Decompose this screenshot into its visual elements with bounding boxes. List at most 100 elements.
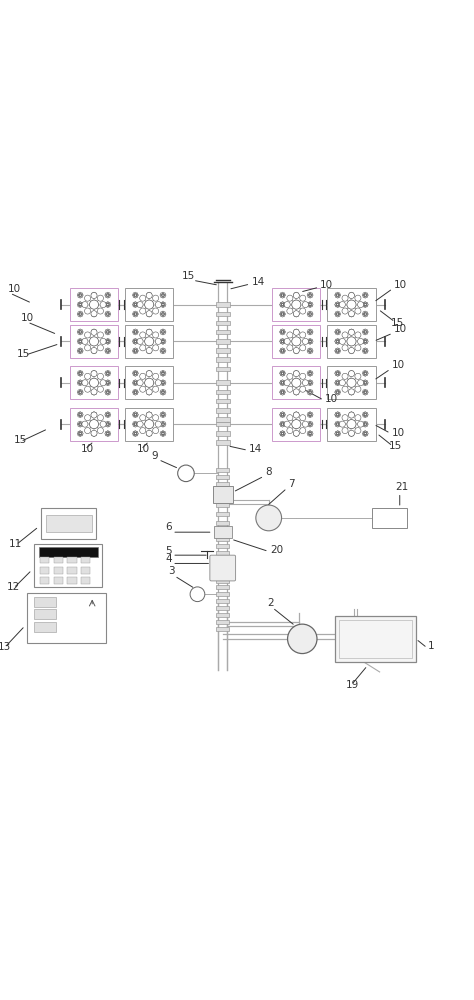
Circle shape — [135, 416, 136, 418]
Circle shape — [81, 312, 82, 313]
Circle shape — [81, 371, 82, 372]
Circle shape — [135, 333, 136, 335]
Circle shape — [78, 390, 79, 391]
Circle shape — [109, 384, 110, 385]
Circle shape — [162, 394, 164, 395]
Circle shape — [294, 352, 295, 353]
Circle shape — [164, 315, 165, 316]
Circle shape — [353, 341, 355, 342]
Circle shape — [297, 425, 299, 426]
Circle shape — [311, 433, 313, 434]
Circle shape — [308, 312, 309, 313]
Circle shape — [164, 431, 165, 433]
Circle shape — [164, 391, 166, 393]
Circle shape — [109, 342, 110, 344]
Circle shape — [337, 294, 339, 296]
Circle shape — [109, 304, 111, 305]
Circle shape — [135, 421, 136, 423]
Text: 21: 21 — [395, 482, 409, 492]
Bar — [336, 616, 416, 662]
Circle shape — [137, 433, 138, 434]
Circle shape — [337, 372, 339, 374]
Circle shape — [363, 342, 365, 344]
Circle shape — [294, 333, 295, 334]
Circle shape — [93, 294, 95, 296]
Circle shape — [95, 384, 96, 385]
Circle shape — [353, 350, 355, 352]
Circle shape — [146, 304, 148, 305]
Circle shape — [95, 350, 97, 352]
Circle shape — [293, 423, 295, 425]
Circle shape — [348, 423, 350, 425]
Circle shape — [81, 293, 82, 294]
Circle shape — [80, 302, 81, 303]
Circle shape — [339, 421, 346, 427]
Circle shape — [280, 412, 282, 414]
Circle shape — [367, 423, 368, 425]
Circle shape — [161, 412, 162, 414]
Circle shape — [362, 331, 364, 333]
Circle shape — [153, 308, 159, 314]
Circle shape — [297, 390, 299, 391]
Circle shape — [280, 333, 282, 334]
Circle shape — [164, 352, 165, 353]
Circle shape — [349, 296, 351, 297]
Circle shape — [365, 338, 366, 340]
Circle shape — [107, 389, 109, 391]
Circle shape — [298, 341, 299, 342]
Circle shape — [153, 332, 159, 338]
Circle shape — [106, 431, 107, 433]
Circle shape — [336, 390, 337, 391]
Bar — [216, 330, 229, 334]
Circle shape — [351, 316, 352, 317]
Circle shape — [107, 338, 109, 340]
Circle shape — [308, 422, 309, 423]
Circle shape — [107, 292, 109, 294]
Circle shape — [160, 391, 162, 393]
Circle shape — [339, 382, 341, 384]
Circle shape — [336, 371, 337, 372]
Circle shape — [164, 425, 165, 426]
Circle shape — [350, 350, 353, 352]
Circle shape — [95, 431, 96, 433]
Circle shape — [302, 338, 309, 344]
Circle shape — [162, 316, 164, 317]
Bar — [40, 577, 49, 584]
Circle shape — [164, 416, 165, 417]
Text: 1: 1 — [428, 641, 435, 651]
Circle shape — [293, 373, 295, 374]
Circle shape — [147, 339, 148, 341]
Circle shape — [109, 433, 111, 434]
Circle shape — [363, 422, 365, 423]
Circle shape — [280, 422, 282, 423]
Circle shape — [84, 308, 91, 314]
Circle shape — [80, 316, 81, 317]
Circle shape — [93, 370, 95, 372]
Circle shape — [133, 380, 135, 382]
Bar — [216, 496, 229, 500]
Circle shape — [297, 352, 299, 353]
Circle shape — [284, 414, 285, 415]
Circle shape — [311, 412, 312, 414]
Circle shape — [164, 313, 166, 315]
Circle shape — [107, 306, 109, 308]
Circle shape — [366, 330, 367, 331]
Circle shape — [295, 414, 297, 416]
Circle shape — [350, 423, 353, 425]
Circle shape — [132, 373, 134, 374]
Circle shape — [367, 341, 368, 342]
Circle shape — [91, 352, 93, 353]
FancyBboxPatch shape — [213, 486, 233, 503]
Circle shape — [284, 331, 285, 333]
Circle shape — [91, 430, 97, 436]
Circle shape — [78, 342, 79, 344]
Circle shape — [137, 304, 138, 305]
Circle shape — [295, 372, 297, 374]
Circle shape — [337, 384, 338, 386]
Circle shape — [293, 292, 300, 299]
Circle shape — [133, 384, 135, 385]
Circle shape — [147, 374, 148, 376]
Circle shape — [93, 431, 95, 432]
Circle shape — [351, 352, 352, 354]
Circle shape — [146, 294, 148, 296]
